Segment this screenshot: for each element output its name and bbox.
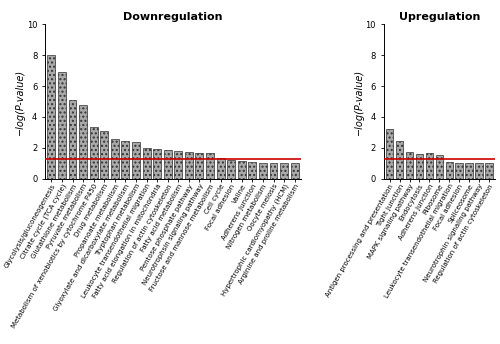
- Bar: [206, 153, 214, 179]
- Bar: [185, 152, 193, 179]
- Bar: [142, 148, 150, 179]
- Bar: [446, 162, 453, 179]
- Bar: [426, 153, 433, 179]
- Bar: [248, 162, 256, 179]
- Bar: [486, 163, 493, 179]
- Bar: [290, 163, 298, 179]
- Bar: [79, 105, 87, 179]
- Bar: [270, 163, 278, 179]
- Y-axis label: −log(P-value): −log(P-value): [16, 68, 26, 135]
- Bar: [476, 163, 483, 179]
- Bar: [132, 142, 140, 179]
- Title: Downregulation: Downregulation: [124, 12, 223, 22]
- Title: Upregulation: Upregulation: [398, 12, 480, 22]
- Bar: [90, 127, 98, 179]
- Bar: [466, 163, 473, 179]
- Bar: [122, 141, 130, 179]
- Bar: [174, 151, 182, 179]
- Bar: [259, 163, 267, 179]
- Bar: [416, 154, 423, 179]
- Bar: [68, 100, 76, 179]
- Bar: [456, 163, 463, 179]
- Bar: [153, 149, 161, 179]
- Bar: [164, 150, 172, 179]
- Bar: [227, 160, 235, 179]
- Bar: [280, 163, 288, 179]
- Bar: [396, 141, 404, 179]
- Bar: [238, 161, 246, 179]
- Bar: [111, 139, 119, 179]
- Bar: [58, 72, 66, 179]
- Bar: [436, 155, 443, 179]
- Bar: [100, 131, 108, 179]
- Bar: [196, 153, 203, 179]
- Bar: [48, 55, 56, 179]
- Bar: [216, 158, 224, 179]
- Bar: [386, 129, 394, 179]
- Y-axis label: −log(P-value): −log(P-value): [354, 68, 364, 135]
- Bar: [406, 152, 413, 179]
